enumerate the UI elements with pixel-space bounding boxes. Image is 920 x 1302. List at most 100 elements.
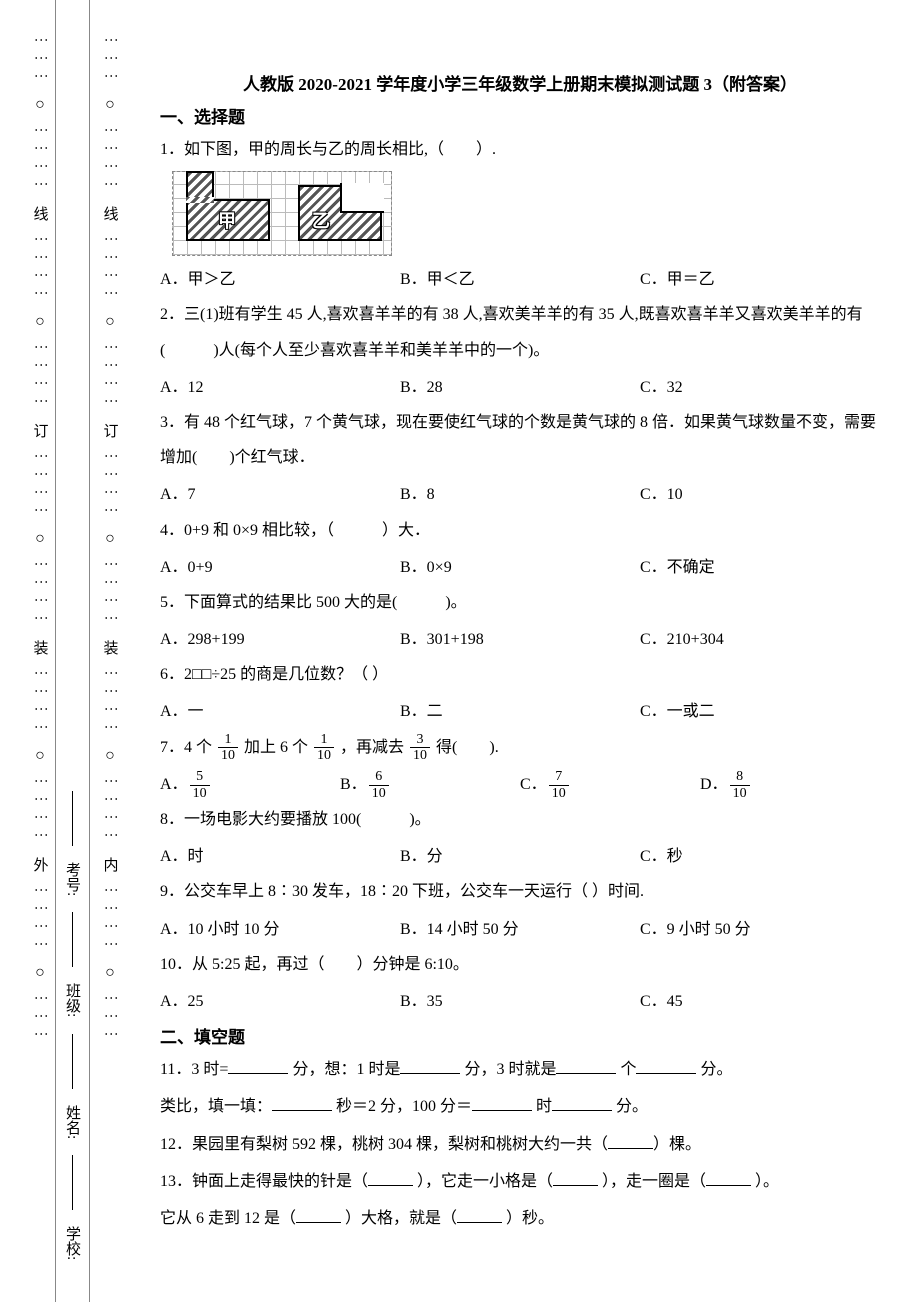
q5-text: 5．下面算式的结果比 500 大的是( )。	[160, 585, 880, 620]
fraction: 310	[410, 732, 430, 764]
circle: ○	[35, 96, 45, 114]
circle: ○	[35, 313, 45, 331]
dots: ⋮⋮⋮⋮	[102, 666, 118, 738]
option-b: B．301+198	[400, 622, 640, 657]
dots: ⋮⋮⋮	[102, 991, 118, 1045]
q4-text: 4．0+9 和 0×9 相比较，（ ）大．	[160, 513, 880, 548]
option-b: B．28	[400, 370, 640, 405]
dots: ⋮⋮⋮⋮	[102, 449, 118, 521]
dots: ⋮⋮⋮⋮	[32, 883, 48, 955]
field-line	[72, 1155, 73, 1210]
q11-line2: 类比，填一填： 秒＝2 分，100 分＝ 时 分。	[160, 1089, 880, 1124]
q8-text: 8．一场电影大约要播放 100( )。	[160, 802, 880, 837]
info-strip: 学校: 姓名: 班级: 考号:	[55, 0, 90, 1302]
dots: ⋮⋮⋮⋮	[32, 340, 48, 412]
blank	[272, 1095, 332, 1111]
option-a: A．一	[160, 694, 400, 729]
field-line	[72, 1034, 73, 1089]
dots: ⋮⋮⋮⋮	[102, 232, 118, 304]
q9-text: 9．公交车早上 8∶30 发车，18∶20 下班，公交车一天运行（ ）时间.	[160, 874, 880, 909]
q7-prefix: 7．4 个	[160, 739, 212, 756]
dots: ⋮⋮⋮⋮	[102, 557, 118, 629]
fraction: 110	[218, 732, 238, 764]
option-a: A．7	[160, 477, 400, 512]
q6-options: A．一 B．二 C．一或二	[160, 694, 880, 729]
option-c: C．710	[520, 767, 700, 802]
page-title: 人教版 2020-2021 学年度小学三年级数学上册期末模拟测试题 3（附答案）	[160, 70, 880, 95]
q10-text: 10．从 5:25 起，再过（ ）分钟是 6:10。	[160, 947, 880, 982]
q12-text: 12．果园里有梨树 592 棵，桃树 304 棵，梨树和桃树大约一共（）棵。	[160, 1127, 880, 1162]
field-class: 班级:	[62, 983, 83, 1017]
fraction: 610	[369, 769, 389, 801]
option-b: B．0×9	[400, 550, 640, 585]
option-a: A．时	[160, 839, 400, 874]
blank	[472, 1095, 532, 1111]
q3-text: 3．有 48 个红气球，7 个黄气球，现在要使红气球的个数是黄气球的 8 倍．如…	[160, 405, 880, 475]
gutter-label: 内	[100, 857, 121, 872]
fraction: 710	[549, 769, 569, 801]
circle: ○	[105, 747, 115, 765]
blank	[368, 1170, 413, 1186]
main-content: 人教版 2020-2021 学年度小学三年级数学上册期末模拟测试题 3（附答案）…	[160, 70, 880, 1238]
field-exam-no: 考号:	[62, 862, 83, 896]
field-line	[72, 912, 73, 967]
option-b: B．14 小时 50 分	[400, 912, 640, 947]
option-d: D．810	[700, 767, 880, 802]
gutter-label: 订	[100, 423, 121, 438]
dots: ⋮⋮⋮⋮	[102, 774, 118, 846]
section-heading: 一、选择题	[160, 103, 880, 128]
label-jia: 甲	[218, 207, 236, 233]
q9-options: A．10 小时 10 分 B．14 小时 50 分 C．9 小时 50 分	[160, 912, 880, 947]
fraction: 810	[730, 769, 750, 801]
option-b: B．二	[400, 694, 640, 729]
dots: ⋮⋮⋮⋮	[102, 123, 118, 195]
dots: ⋮⋮⋮	[102, 33, 118, 87]
gutter-label: 线	[100, 206, 121, 221]
option-a: A．12	[160, 370, 400, 405]
option-c: C．210+304	[640, 622, 880, 657]
gutter-label: 订	[30, 423, 51, 438]
dots: ⋮⋮⋮⋮	[32, 666, 48, 738]
blank	[553, 1170, 598, 1186]
field-school: 学校:	[62, 1226, 83, 1260]
option-c: C．45	[640, 984, 880, 1019]
dots: ⋮⋮⋮⋮	[32, 449, 48, 521]
blank	[228, 1058, 288, 1074]
label-yi: 乙	[312, 207, 330, 233]
option-b: B．8	[400, 477, 640, 512]
q2-text: 2．三(1)班有学生 45 人,喜欢喜羊羊的有 38 人,喜欢美羊羊的有 35 …	[160, 297, 880, 367]
circle: ○	[105, 530, 115, 548]
field-line	[72, 791, 73, 846]
option-a: A．25	[160, 984, 400, 1019]
option-a: A．甲＞乙	[160, 262, 400, 297]
q6-text: 6．2□□÷25 的商是几位数？（ ）	[160, 657, 880, 692]
blank	[608, 1133, 653, 1149]
blank	[552, 1095, 612, 1111]
circle: ○	[105, 313, 115, 331]
q7-mid2: ，再减去	[340, 739, 404, 756]
dots: ⋮⋮⋮⋮	[102, 883, 118, 955]
q11-line1: 11．3 时= 分，想：1 时是 分，3 时就是 个 分。	[160, 1052, 880, 1087]
circle: ○	[105, 964, 115, 982]
dots: ⋮⋮⋮⋮	[32, 232, 48, 304]
dots: ⋮⋮⋮⋮	[32, 123, 48, 195]
circle: ○	[35, 747, 45, 765]
option-a: A．10 小时 10 分	[160, 912, 400, 947]
q1-figure: 甲 乙	[172, 171, 392, 256]
option-b: B．35	[400, 984, 640, 1019]
option-c: C．32	[640, 370, 880, 405]
dots: ⋮⋮⋮⋮	[32, 774, 48, 846]
q3-options: A．7 B．8 C．10	[160, 477, 880, 512]
option-c: C．一或二	[640, 694, 880, 729]
q5-options: A．298+199 B．301+198 C．210+304	[160, 622, 880, 657]
q8-options: A．时 B．分 C．秒	[160, 839, 880, 874]
q13-line2: 它从 6 走到 12 是（ ）大格，就是（ ）秒。	[160, 1201, 880, 1236]
shape-mask	[186, 197, 214, 203]
q7-mid1: 加上 6 个	[244, 739, 308, 756]
option-c: C．甲＝乙	[640, 262, 880, 297]
fraction: 110	[314, 732, 334, 764]
q13-line1: 13．钟面上走得最快的针是（ ），它走一小格是（ ），走一圈是（ ）。	[160, 1164, 880, 1199]
gutter-label: 装	[30, 640, 51, 655]
gutter-label: 装	[100, 640, 121, 655]
blank	[296, 1207, 341, 1223]
